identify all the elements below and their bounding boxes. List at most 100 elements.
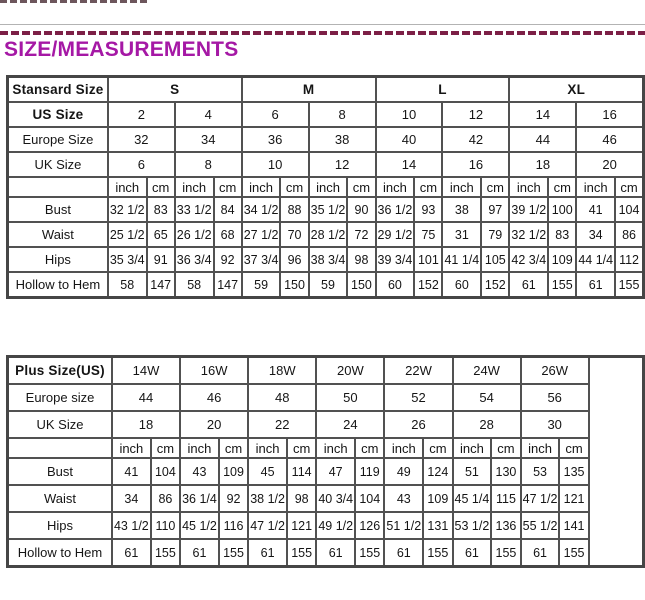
measure-value-cell: 84 [212,196,243,223]
unit-label: inch [519,437,561,459]
table-row: Bust 32 1/2 83 33 1/2 84 34 1/2 88 35 1/2 90 36 1… [6,196,645,223]
measure-value-cell: 119 [354,457,386,486]
unit-label: cm [422,437,454,459]
measure-value-cell: 101 [413,246,444,273]
size-value-cell: 14 [508,101,578,128]
size-value-cell: 38 [307,126,377,153]
measure-value-cell: 36 3/4 [173,246,215,273]
row-label: UK Size [6,410,113,439]
measure-value-cell: 25 1/2 [106,221,148,248]
size-value-cell: 10 [374,101,444,128]
measure-value-cell: 155 [354,538,386,568]
unit-label: cm [558,437,590,459]
measure-value-cell: 136 [490,511,522,540]
size-value-cell: 54 [451,383,522,412]
size-value-cell: 30 [519,410,590,439]
table-row: Europe size 44 46 48 50 52 54 56 [6,383,644,412]
measure-value-cell: 33 1/2 [173,196,215,223]
measure-value-cell: 152 [413,271,444,299]
measure-value-cell: 26 1/2 [173,221,215,248]
measure-value-cell: 61 [508,271,550,299]
measure-value-cell: 147 [145,271,176,299]
measure-value-cell: 155 [217,538,250,568]
size-group-header: XL [508,75,645,103]
size-value-cell: 48 [247,383,318,412]
measure-value-cell: 61 [247,538,288,568]
plus-size-table: Plus Size(US) 14W 16W 18W 20W 22W 24W 26W Europe… [6,355,645,568]
measure-value-cell: 92 [212,246,243,273]
measure-value-cell: 104 [614,196,645,223]
size-value-cell: 46 [575,126,645,153]
size-value-cell: 40 [374,126,444,153]
measure-label: Hollow to Hem [6,538,113,568]
measure-label: Hips [6,246,109,273]
measure-value-cell: 75 [413,221,444,248]
unit-label: inch [374,176,416,198]
size-group-header: 16W [179,355,250,385]
measure-value-cell: 90 [346,196,377,223]
size-value-cell: 8 [173,151,243,178]
unit-label: inch [240,176,282,198]
measure-value-cell: 88 [279,196,310,223]
measure-value-cell: 131 [422,511,454,540]
measure-value-cell: 100 [547,196,578,223]
measure-value-cell: 49 [383,457,425,486]
measure-value-cell: 32 1/2 [106,196,148,223]
measure-value-cell: 59 [240,271,282,299]
size-value-cell: 44 [508,126,578,153]
gray-divider-line [0,24,645,25]
table-row: Hollow to Hem 61 155 61 155 61 155 61 155 61 155 61… [6,538,644,568]
measure-value-cell: 79 [480,221,511,248]
measure-value-cell: 45 1/2 [179,511,220,540]
measure-value-cell: 68 [212,221,243,248]
measure-value-cell: 135 [558,457,590,486]
measure-value-cell: 51 [451,457,493,486]
measure-value-cell: 110 [149,511,182,540]
size-value-cell: 46 [179,383,250,412]
size-group-header: M [240,75,377,103]
top-partial-dashed-divider [0,0,148,3]
size-group-header: 22W [383,355,454,385]
measure-value-cell: 35 1/2 [307,196,349,223]
measure-value-cell: 96 [279,246,310,273]
measure-value-cell: 121 [558,484,590,513]
unit-label: cm [279,176,310,198]
measure-value-cell: 150 [279,271,310,299]
size-value-cell: 20 [179,410,250,439]
unit-label: inch [451,437,493,459]
table-row: Bust 41 104 43 109 45 114 47 119 49 124 51 130 53 135 [6,457,644,486]
measure-value-cell: 42 3/4 [508,246,550,273]
measure-value-cell: 34 [110,484,152,513]
measure-value-cell: 126 [354,511,386,540]
measure-value-cell: 83 [145,196,176,223]
measure-label: Waist [6,221,109,248]
standard-size-table: Stansard Size S M L XL US Size 2 4 6 8 10 12 14 16 Eur… [6,75,645,299]
measure-value-cell: 147 [212,271,243,299]
table-row: UK Size 18 20 22 24 26 28 30 [6,410,644,439]
measure-value-cell: 38 3/4 [307,246,349,273]
empty-cell [6,176,109,198]
measure-value-cell: 43 [179,457,220,486]
unit-label: cm [547,176,578,198]
measure-value-cell: 35 3/4 [106,246,148,273]
size-value-cell: 12 [441,101,511,128]
table-row: Plus Size(US) 14W 16W 18W 20W 22W 24W 26W [6,355,645,568]
unit-label: cm [217,437,250,459]
table-row: Hips 43 1/2 110 45 1/2 116 47 1/2 121 49 1/2 126… [6,511,644,540]
measure-value-cell: 116 [217,511,250,540]
measure-value-cell: 55 1/2 [519,511,561,540]
size-value-cell: 52 [383,383,454,412]
row-label: UK Size [6,151,109,178]
dashed-divider-line [0,31,645,35]
measure-value-cell: 61 [451,538,493,568]
measure-value-cell: 70 [279,221,310,248]
size-value-cell: 24 [315,410,386,439]
unit-label: inch [508,176,550,198]
unit-label: cm [354,437,386,459]
size-group-header: 24W [451,355,522,385]
measure-value-cell: 104 [149,457,182,486]
measure-value-cell: 155 [422,538,454,568]
measure-value-cell: 141 [558,511,590,540]
measure-value-cell: 155 [614,271,645,299]
size-value-cell: 8 [307,101,377,128]
